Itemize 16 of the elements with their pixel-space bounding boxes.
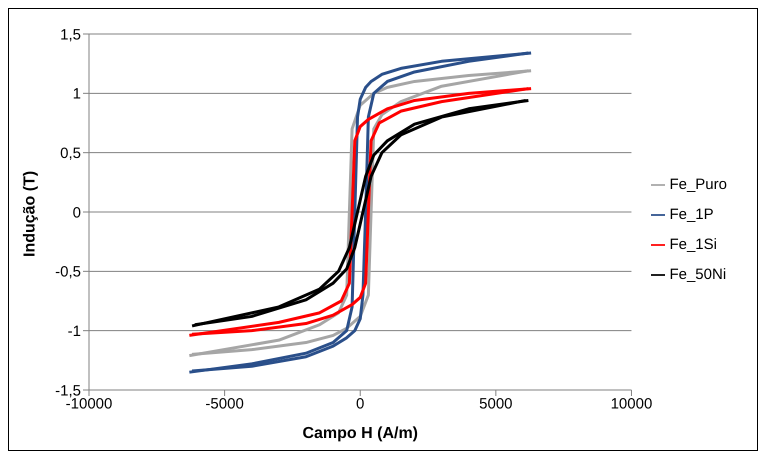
legend-label: Fe_1Si xyxy=(669,236,717,252)
x-axis-title: Campo H (A/m) xyxy=(302,425,418,442)
x-tick-label: 0 xyxy=(356,396,364,413)
y-tick-label: -1 xyxy=(68,322,81,340)
x-tick-label: -5000 xyxy=(205,396,244,413)
y-tick-label: -0,5 xyxy=(55,264,81,281)
x-tick-label: 5000 xyxy=(479,396,513,413)
y-tick-label: 0,5 xyxy=(60,144,81,162)
legend-label: Fe_Puro xyxy=(669,176,727,192)
y-tick-label: 0 xyxy=(72,204,81,222)
legend-label: Fe_1P xyxy=(669,206,714,222)
y-tick-label: 1 xyxy=(72,86,81,103)
x-tick-label: 10000 xyxy=(610,396,652,413)
legend-label: Fe_50Ni xyxy=(669,266,726,282)
y-axis-title: Indução (T) xyxy=(22,170,39,257)
y-tick-label: 1,5 xyxy=(60,26,81,44)
